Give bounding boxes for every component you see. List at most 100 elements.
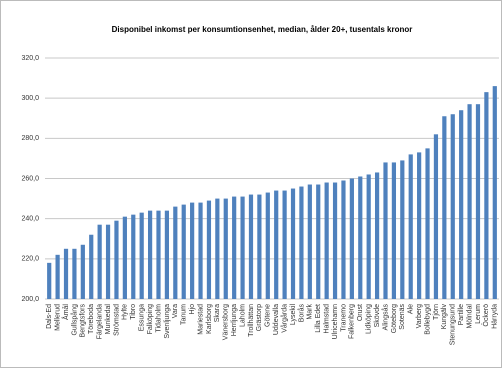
bar bbox=[274, 190, 279, 299]
x-tick-label: Hylte bbox=[122, 304, 129, 320]
y-tick-label: 300,0 bbox=[21, 95, 39, 102]
y-tick-label: 200,0 bbox=[21, 296, 39, 303]
x-tick-label: Strömstad bbox=[113, 304, 120, 336]
x-tick-label: Lerum bbox=[475, 304, 482, 324]
bar bbox=[374, 172, 380, 299]
x-tick-label: Bengtsfors bbox=[80, 304, 87, 338]
bar bbox=[492, 86, 497, 299]
x-tick-label: Hjo bbox=[189, 304, 196, 315]
x-tick-label: Götene bbox=[265, 304, 272, 327]
bar bbox=[131, 214, 136, 299]
x-tick-label: Falkenberg bbox=[349, 304, 356, 339]
bar bbox=[122, 216, 127, 299]
bar bbox=[55, 254, 60, 299]
y-tick-label: 260,0 bbox=[21, 175, 39, 182]
bar bbox=[257, 194, 262, 299]
x-tick-label: Mariestad bbox=[197, 304, 204, 335]
bar bbox=[240, 196, 245, 299]
x-tick-label: Halmstad bbox=[323, 304, 330, 334]
x-tick-label: Skara bbox=[214, 304, 221, 322]
x-tick-label: Tibro bbox=[130, 304, 137, 320]
bar bbox=[198, 202, 203, 299]
bar bbox=[475, 104, 481, 299]
bar bbox=[164, 210, 170, 299]
bar bbox=[400, 160, 405, 299]
x-tick-label: Gullspång bbox=[70, 304, 78, 336]
x-tick-label: Partille bbox=[458, 304, 465, 326]
x-tick-label: Bollebygd bbox=[424, 304, 431, 335]
bar bbox=[290, 188, 296, 299]
bar bbox=[265, 192, 270, 299]
bar bbox=[484, 92, 489, 300]
x-tick-label: Tranemo bbox=[340, 304, 347, 332]
x-tick-label: Ulricehamn bbox=[332, 304, 339, 340]
x-tick-label: Mölndal bbox=[466, 304, 473, 329]
bar bbox=[425, 148, 430, 299]
x-tick-label: Tjörn bbox=[433, 304, 440, 320]
x-tick-label: Grästorp bbox=[256, 304, 263, 331]
x-tick-label: Härryda bbox=[492, 304, 499, 329]
x-tick-label: Uddevalla bbox=[273, 304, 280, 335]
bar bbox=[89, 234, 94, 299]
bar bbox=[147, 210, 153, 299]
bar bbox=[47, 262, 52, 299]
bar bbox=[181, 204, 186, 299]
bar bbox=[307, 184, 312, 299]
x-tick-label: Vara bbox=[172, 304, 179, 318]
bar bbox=[332, 182, 338, 299]
x-tick-label: Lilla Edet bbox=[315, 304, 322, 333]
x-tick-label: Karlsborg bbox=[206, 304, 213, 334]
bar bbox=[206, 200, 212, 299]
bar bbox=[366, 174, 371, 299]
bar bbox=[417, 152, 422, 299]
bar bbox=[299, 186, 304, 299]
x-tick-label: Öckerö bbox=[482, 304, 490, 327]
bar bbox=[316, 184, 321, 299]
bar bbox=[223, 198, 228, 299]
x-tick-label: Färgelanda bbox=[96, 304, 103, 340]
chart-title: Disponibel inkomst per konsumtionsenhet,… bbox=[112, 25, 413, 34]
bar bbox=[248, 194, 254, 299]
bar bbox=[105, 224, 111, 299]
x-tick-label: Mellerud bbox=[54, 304, 61, 331]
y-tick-label: 320,0 bbox=[21, 55, 39, 62]
x-tick-label: Essunga bbox=[139, 304, 146, 331]
y-tick-label: 220,0 bbox=[21, 256, 39, 263]
x-tick-label: Orust bbox=[357, 304, 364, 321]
bar bbox=[358, 176, 363, 299]
x-tick-label: Vänersborg bbox=[223, 304, 230, 340]
bar bbox=[72, 248, 77, 299]
x-tick-label: Herrljunga bbox=[231, 304, 238, 336]
x-tick-label: Tidaholm bbox=[155, 304, 162, 333]
x-tick-label: Trollhättan bbox=[248, 304, 255, 337]
bar bbox=[433, 134, 439, 299]
bar bbox=[467, 104, 472, 299]
y-tick-label: 280,0 bbox=[21, 135, 39, 142]
x-tick-label: Töreboda bbox=[88, 304, 95, 334]
x-tick-label: Laholm bbox=[239, 304, 246, 327]
x-tick-label: Mark bbox=[307, 304, 314, 320]
bar bbox=[450, 114, 455, 299]
bar bbox=[349, 178, 354, 299]
bar bbox=[114, 220, 119, 299]
bar bbox=[391, 162, 397, 299]
x-tick-label: Åmål bbox=[61, 304, 70, 320]
bar bbox=[442, 116, 447, 299]
x-tick-label: Kungälv bbox=[441, 304, 448, 330]
x-tick-label: Falköping bbox=[147, 304, 154, 334]
x-tick-label: Alingsås bbox=[381, 304, 389, 331]
x-tick-label: Borås bbox=[297, 304, 305, 323]
x-tick-label: Skövde bbox=[374, 304, 381, 327]
bar bbox=[383, 162, 388, 299]
bar bbox=[63, 248, 69, 299]
x-tick-label: Lysekil bbox=[290, 304, 297, 326]
x-tick-label: Ale bbox=[408, 304, 415, 314]
bar bbox=[232, 196, 237, 299]
x-tick-label: Dals-Ed bbox=[46, 304, 53, 329]
x-tick-label: Svenljunga bbox=[164, 304, 171, 339]
x-tick-label: Tanum bbox=[181, 304, 188, 325]
bar bbox=[324, 182, 329, 299]
y-tick-label: 240,0 bbox=[21, 216, 39, 223]
x-tick-label: Stenungsund bbox=[450, 304, 457, 345]
